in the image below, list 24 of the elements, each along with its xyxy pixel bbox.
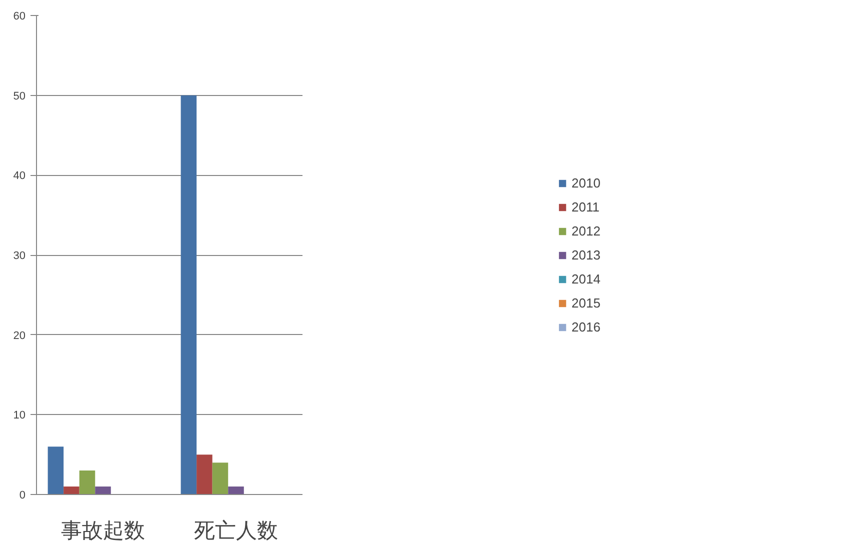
legend-label: 2011 bbox=[572, 199, 600, 214]
bar bbox=[79, 470, 96, 494]
y-tick-label: 30 bbox=[13, 250, 26, 262]
legend-label: 2010 bbox=[572, 175, 600, 190]
y-tick-label: 10 bbox=[13, 410, 26, 422]
x-tick-label: 事故起数 bbox=[61, 518, 145, 542]
legend-label: 2014 bbox=[572, 271, 600, 286]
legend-label: 2016 bbox=[572, 319, 600, 334]
y-tick-label: 40 bbox=[13, 170, 26, 182]
bar bbox=[196, 454, 212, 494]
bar bbox=[212, 462, 228, 494]
bar bbox=[180, 95, 197, 494]
x-tick-label: 死亡人数 bbox=[194, 518, 278, 542]
legend-label: 2012 bbox=[572, 223, 600, 238]
bar bbox=[64, 486, 80, 494]
y-tick-label: 20 bbox=[13, 330, 26, 342]
bar bbox=[48, 446, 64, 494]
legend-label: 2013 bbox=[572, 247, 600, 262]
bar bbox=[228, 486, 244, 494]
y-tick-label: 60 bbox=[13, 10, 26, 22]
legend-label: 2015 bbox=[572, 295, 600, 310]
y-tick-label: 50 bbox=[13, 90, 26, 102]
y-tick-label: 0 bbox=[19, 490, 26, 502]
bar bbox=[95, 486, 111, 494]
